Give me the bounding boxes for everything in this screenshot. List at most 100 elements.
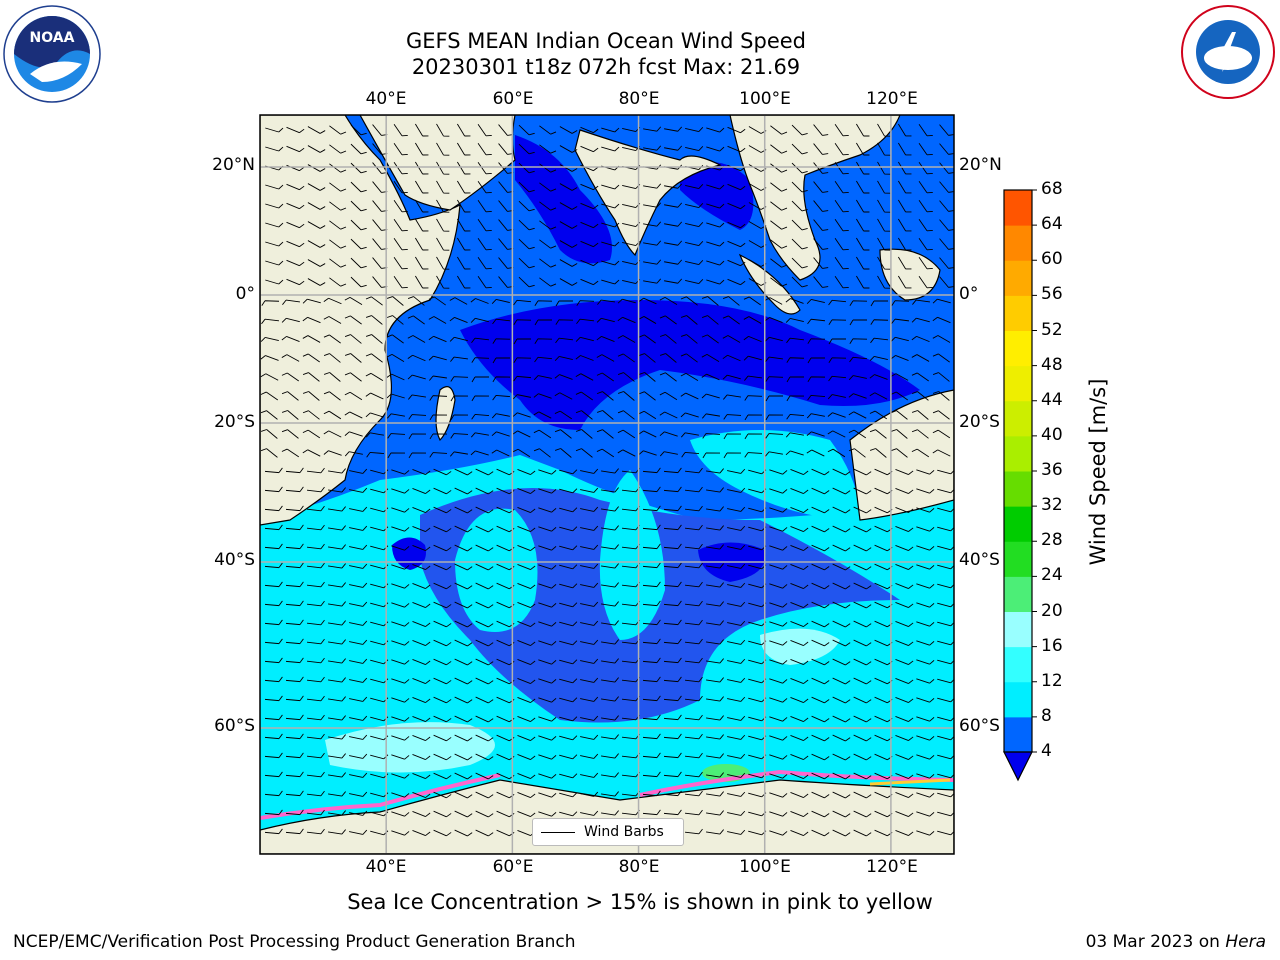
wind-barb <box>937 526 954 532</box>
wind-barb <box>412 545 431 551</box>
wind-barb <box>890 373 909 381</box>
wind-barb-stroke <box>790 792 809 798</box>
wind-barb <box>576 300 595 306</box>
wind-barb <box>811 696 830 704</box>
wind-barb-stroke <box>706 582 724 588</box>
wind-barb-stroke <box>834 142 849 156</box>
wind-barb-stroke <box>286 221 305 229</box>
wind-barb <box>786 414 805 420</box>
wind-barb <box>706 563 724 569</box>
wind-barb <box>286 183 305 191</box>
wind-barb-stroke <box>684 543 703 550</box>
wind-barb <box>813 181 829 193</box>
wind-barb <box>538 488 557 494</box>
wind-barb-stroke <box>743 296 761 306</box>
wind-barb <box>684 695 703 702</box>
wind-barb <box>307 221 326 229</box>
wind-barb-stroke <box>306 581 325 588</box>
wind-barb-stroke <box>596 410 614 420</box>
wind-barb-stroke <box>323 334 341 344</box>
wind-barb-stroke <box>349 810 368 816</box>
wind-barb <box>828 375 847 382</box>
wind-barb <box>518 162 535 174</box>
wind-barb-stroke <box>834 123 849 137</box>
wind-barb-stroke <box>559 697 578 703</box>
wind-barb <box>642 524 661 531</box>
wind-barb-stroke <box>517 792 536 798</box>
wind-barb <box>856 180 870 194</box>
wind-barb <box>306 543 325 550</box>
wind-barb-stroke <box>617 298 636 304</box>
sea-ice-fringe <box>260 769 954 820</box>
colorbar-segment <box>1004 506 1032 542</box>
wind-barb-stroke <box>596 429 614 439</box>
wind-barb-stroke <box>680 372 699 382</box>
wind-barb-stroke <box>916 830 935 836</box>
wind-barb <box>642 657 661 664</box>
wind-barb-stroke <box>813 162 829 174</box>
wind-barb-stroke <box>328 468 346 474</box>
wind-barb <box>596 335 615 343</box>
wind-barb-stroke <box>786 395 805 402</box>
wind-barb-stroke <box>638 334 656 344</box>
wind-barb <box>436 275 450 289</box>
wind-barb <box>834 256 849 270</box>
wind-barb-stroke <box>642 581 661 588</box>
wind-barb-stroke <box>475 525 494 533</box>
wind-barb-stroke <box>454 563 473 571</box>
wind-barb <box>307 278 326 286</box>
wind-barb-stroke <box>916 602 935 608</box>
wind-barb-stroke <box>286 164 305 172</box>
wind-barb <box>393 180 408 194</box>
wind-barb <box>663 771 682 778</box>
lat-tick-right: 20°S <box>959 412 1000 432</box>
wind-barb <box>517 735 536 741</box>
wind-barb <box>286 164 305 172</box>
wind-barb <box>895 754 914 760</box>
wind-barb <box>916 678 935 684</box>
wind-barb <box>285 638 304 645</box>
wind-barb <box>285 752 304 759</box>
wind-barb <box>601 791 619 797</box>
wind-barb <box>790 564 809 570</box>
wind-barb <box>391 659 410 665</box>
wind-barb-stroke <box>412 659 431 665</box>
colorbar-segment <box>1004 400 1032 437</box>
wind-barb-stroke <box>701 373 720 381</box>
wind-barb-stroke <box>790 811 809 817</box>
wind-barb <box>428 316 447 324</box>
wind-barb-stroke <box>328 582 346 588</box>
wind-barb <box>323 372 341 382</box>
wind-barb-stroke <box>260 448 278 458</box>
wind-barb <box>302 391 320 401</box>
wind-barb <box>393 142 408 156</box>
wind-barb-stroke <box>580 753 599 759</box>
wind-barb-stroke <box>722 315 740 325</box>
wind-barb <box>869 392 888 400</box>
wind-barb-stroke <box>538 602 557 608</box>
wind-barb-stroke <box>436 218 450 232</box>
wind-barb-stroke <box>518 219 535 231</box>
wind-barb-stroke <box>414 161 429 175</box>
wind-barb-stroke <box>911 429 929 439</box>
wind-barb-stroke <box>828 319 847 325</box>
colorbar-segment <box>1004 225 1032 261</box>
wind-barb <box>937 754 954 760</box>
wind-barb-stroke <box>285 771 304 778</box>
wind-barb <box>559 792 578 798</box>
wind-barb-stroke <box>580 791 599 797</box>
wind-barb <box>702 452 721 459</box>
wind-barb-stroke <box>918 199 933 213</box>
wind-barb <box>743 355 762 361</box>
wind-barb-stroke <box>471 357 490 363</box>
wind-barb <box>663 619 682 626</box>
wind-barb-stroke <box>684 638 703 645</box>
wind-barb-stroke <box>832 791 851 799</box>
wind-barb-stroke <box>580 506 599 512</box>
wind-barb <box>328 772 346 778</box>
wind-barb <box>937 735 954 741</box>
wind-barb <box>454 487 473 495</box>
wind-barb <box>559 183 578 191</box>
wind-barb-stroke <box>433 601 452 609</box>
wind-barb <box>414 218 429 232</box>
